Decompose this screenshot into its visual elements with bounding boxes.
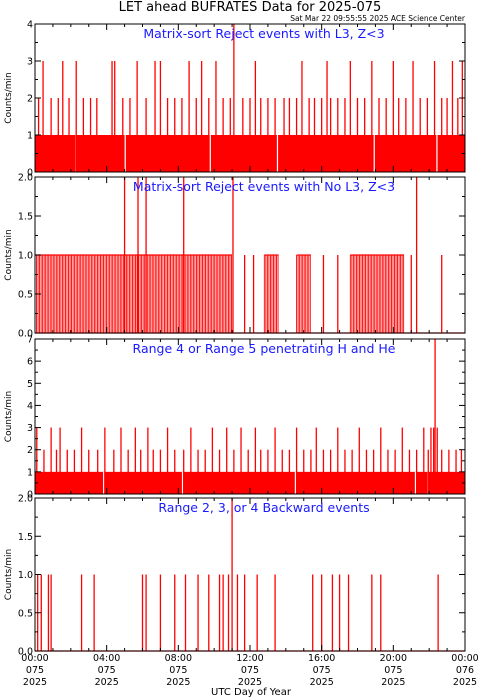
panel-title: Range 2, 3, or 4 Backward events: [158, 500, 369, 515]
y-tick-label: 0.0: [18, 329, 33, 340]
x-axis-label: UTC Day of Year: [211, 687, 292, 698]
x-tick-doy: 075: [313, 665, 331, 676]
dense-range: [263, 254, 279, 333]
y-tick-label: 2: [27, 445, 33, 456]
y-tick-label: 1.5: [18, 212, 33, 223]
x-tick-year: 2025: [95, 677, 119, 688]
y-tick-label: 0.0: [18, 647, 33, 658]
y-tick-label: 5: [27, 379, 33, 390]
y-tick-label: 1.0: [18, 570, 33, 581]
x-tick-doy: 075: [98, 665, 116, 676]
x-tick-doy: 076: [456, 665, 474, 676]
generation-timestamp: Sat Mar 22 09:55:55 2025 ACE Science Cen…: [290, 14, 466, 23]
y-tick-label: 2.0: [18, 173, 33, 184]
x-tick-doy: 075: [241, 665, 259, 676]
y-axis-label: Counts/min: [4, 72, 14, 123]
dense-range: [349, 254, 405, 333]
baseline-gap: [103, 471, 105, 494]
x-tick-doy: 075: [384, 665, 402, 676]
x-tick-doy: 075: [169, 665, 187, 676]
panel-1: 0 1 2 3 4 Matrix-sort Reject events with L3, …: [4, 20, 466, 179]
y-tick-label: 2: [27, 94, 33, 105]
panel-3: 0 1 2 3 4 5 6 7 Range 4 or Range 5 penetrating H…: [4, 335, 466, 501]
panel-title: Matrix-sort Reject events with L3, Z<3: [143, 26, 384, 41]
panel-title: Matrix-sort Reject events with No L3, Z<…: [133, 179, 395, 194]
y-tick-label: 7: [27, 335, 33, 346]
x-tick-time: 20:00: [380, 653, 407, 664]
x-tick-time: 00:00: [451, 653, 478, 664]
x-tick-year: 2025: [238, 677, 262, 688]
x-tick-year: 2025: [453, 677, 477, 688]
x-tick-doy: 075: [26, 665, 44, 676]
y-tick-label: 1: [27, 467, 33, 478]
x-tick-year: 2025: [23, 677, 47, 688]
y-tick-label: 0.5: [18, 290, 33, 301]
y-tick-label: 4: [27, 20, 33, 31]
x-tick-year: 2025: [166, 677, 190, 688]
baseline-gap: [181, 471, 184, 494]
y-axis-label: Counts/min: [4, 229, 14, 280]
y-tick-label: 3: [27, 423, 33, 434]
figure-title: LET ahead BUFRATES Data for 2025-075: [119, 0, 382, 15]
y-tick-label: 0: [27, 490, 33, 501]
baseline-fill: [35, 471, 465, 494]
baseline-gap: [124, 135, 126, 172]
baseline-gap: [294, 471, 296, 494]
y-tick-label: 0.5: [18, 608, 33, 619]
panel-4: 0.0 0.5 1.0 1.5 2.0 Range 2, 3, or 4 Backward…: [4, 494, 466, 658]
dense-range: [296, 254, 311, 333]
y-tick-label: 1: [27, 131, 33, 142]
baseline-gap: [209, 135, 211, 172]
x-tick-time: 00:00: [21, 653, 48, 664]
y-axis-label: Counts/min: [4, 549, 14, 600]
panel-2: 0.0 0.5 1.0 1.5 2.0 Matrix-sort Reject events…: [4, 173, 466, 340]
x-tick-time: 04:00: [93, 653, 120, 664]
baseline-gap: [436, 135, 438, 172]
x-axis: 00:00075202504:00075202508:00075202512:0…: [21, 653, 478, 688]
x-tick-year: 2025: [381, 677, 405, 688]
y-tick-label: 6: [27, 357, 33, 368]
baseline-gap: [276, 135, 279, 172]
y-axis-label: Counts/min: [4, 391, 14, 442]
x-tick-year: 2025: [310, 677, 334, 688]
baseline-gap: [373, 135, 375, 172]
x-tick-time: 08:00: [165, 653, 192, 664]
y-tick-label: 2.0: [18, 494, 33, 505]
panel-title: Range 4 or Range 5 penetrating H and He: [133, 341, 396, 356]
panels: 0 1 2 3 4 Matrix-sort Reject events with L3, …: [4, 20, 466, 658]
y-tick-label: 1.0: [18, 251, 33, 262]
y-tick-label: 4: [27, 401, 33, 412]
y-tick-label: 0: [27, 168, 33, 179]
x-tick-time: 16:00: [308, 653, 335, 664]
baseline-gap: [414, 471, 417, 494]
y-tick-label: 1.5: [18, 532, 33, 543]
y-tick-label: 3: [27, 57, 33, 68]
x-tick-time: 12:00: [236, 653, 263, 664]
